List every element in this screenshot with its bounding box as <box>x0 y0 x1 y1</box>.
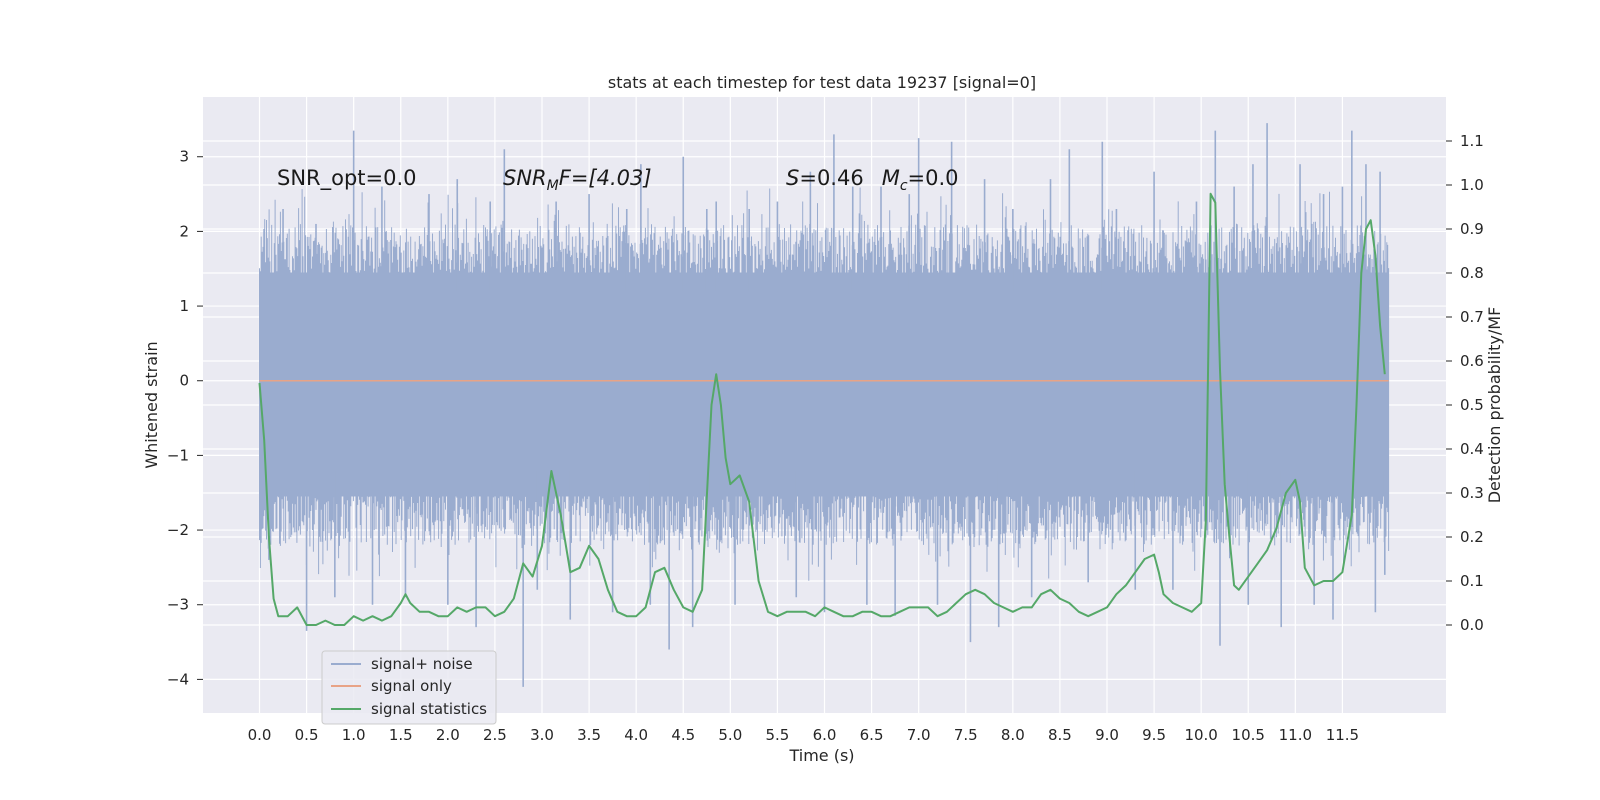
x-tick-label: 9.5 <box>1142 726 1166 744</box>
y2-tick-label: 0.1 <box>1460 572 1484 590</box>
x-tick-label: 10.5 <box>1232 726 1265 744</box>
y2-tick-label: 0.6 <box>1460 352 1484 370</box>
line-series-group <box>258 192 1389 626</box>
y-tick-labels: 3 2 1 0 −1 −2 −3 −4 <box>167 148 203 688</box>
x-tick-label: 9.0 <box>1095 726 1119 744</box>
x-tick-label: 8.0 <box>1001 726 1025 744</box>
mc-val: =0.0 <box>908 166 959 190</box>
x-tick-label: 11.5 <box>1326 726 1359 744</box>
x-tick-label: 6.5 <box>860 726 884 744</box>
y-tick-label: 1 <box>179 297 189 315</box>
x-tick-label: 2.0 <box>436 726 460 744</box>
x-tick-label: 8.5 <box>1048 726 1072 744</box>
annotation-snr-opt: SNR_opt=0.0 <box>277 166 417 191</box>
x-axis-label: Time (s) <box>788 746 854 765</box>
x-tick-labels: 0.0 0.5 1.0 1.5 2.0 2.5 3.0 3.5 4.0 4.5 5.0 5.5 6.0 6… <box>248 726 1360 744</box>
legend: signal+ noise signal only signal statist… <box>321 650 497 725</box>
y-tick-label: 2 <box>179 222 189 240</box>
x-tick-label: 4.0 <box>624 726 648 744</box>
x-tick-label: 7.0 <box>907 726 931 744</box>
y2-tick-label: 0.2 <box>1460 528 1484 546</box>
y2-tick-label: 1.0 <box>1460 176 1484 194</box>
legend-label-stats: signal statistics <box>371 700 487 718</box>
legend-label-noise: signal+ noise <box>371 655 473 673</box>
x-tick-label: 3.5 <box>577 726 601 744</box>
legend-label-signal: signal only <box>371 677 452 695</box>
y2-axis-label: Detection probability/MF <box>1485 307 1504 504</box>
x-tick-label: 0.5 <box>295 726 319 744</box>
x-tick-label: 11.0 <box>1279 726 1312 744</box>
snr-mf-rest: F=[4.03] <box>559 166 652 190</box>
y2-tick-label: 0.4 <box>1460 440 1484 458</box>
x-tick-label: 5.5 <box>765 726 789 744</box>
y-tick-label: −2 <box>167 521 189 539</box>
x-tick-label: 4.5 <box>671 726 695 744</box>
x-tick-label: 2.5 <box>483 726 507 744</box>
signal-statistics-line <box>258 192 1386 626</box>
y2-tick-label: 0.0 <box>1460 616 1484 634</box>
annotation-s-mc: S=0.46 Mc=0.0 <box>786 166 959 194</box>
y2-tick-label: 0.7 <box>1460 308 1484 326</box>
mc-var: M <box>882 166 900 190</box>
x-tick-label: 5.0 <box>718 726 742 744</box>
x-tick-label: 6.0 <box>813 726 837 744</box>
y2-tick-label: 0.3 <box>1460 484 1484 502</box>
x-tick-label: 0.0 <box>248 726 272 744</box>
mc-sub: c <box>900 178 908 194</box>
s-var: S <box>786 166 799 190</box>
y-tick-label: 3 <box>179 148 189 166</box>
annotation-snr-mf: SNRMF=[4.03] <box>503 166 652 194</box>
s-val: =0.46 <box>799 166 863 190</box>
y2-tick-label: 1.1 <box>1460 132 1484 150</box>
y-tick-label: 0 <box>179 372 189 390</box>
snr-mf-sub: M <box>547 178 559 194</box>
y2-tick-label: 0.9 <box>1460 220 1484 238</box>
y-tick-label: −4 <box>167 670 189 688</box>
legend-box <box>321 650 497 725</box>
x-tick-label: 10.0 <box>1184 726 1217 744</box>
chart-title: stats at each timestep for test data 192… <box>608 73 1036 92</box>
y-tick-label: −1 <box>167 446 189 464</box>
x-tick-label: 3.0 <box>530 726 554 744</box>
x-tick-label: 1.5 <box>389 726 413 744</box>
y2-tick-labels: 1.1 1.0 0.9 0.8 0.7 0.6 0.5 0.4 0.3 0.2 0.1 0.0 <box>1446 132 1484 634</box>
y2-tick-label: 0.5 <box>1460 396 1484 414</box>
y2-tick-label: 0.8 <box>1460 264 1484 282</box>
y-tick-label: −3 <box>167 596 189 614</box>
x-tick-label: 7.5 <box>954 726 978 744</box>
snr-mf-main: SNR <box>503 166 547 190</box>
y-axis-label: Whitened strain <box>142 341 161 468</box>
noise-series-group <box>259 123 1390 687</box>
x-tick-label: 1.0 <box>342 726 366 744</box>
